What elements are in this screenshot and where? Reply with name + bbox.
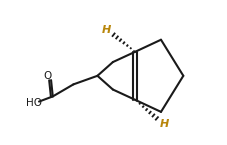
Text: H: H: [102, 25, 111, 35]
Text: O: O: [44, 71, 52, 81]
Text: H: H: [159, 119, 169, 129]
Text: HO: HO: [26, 98, 42, 108]
